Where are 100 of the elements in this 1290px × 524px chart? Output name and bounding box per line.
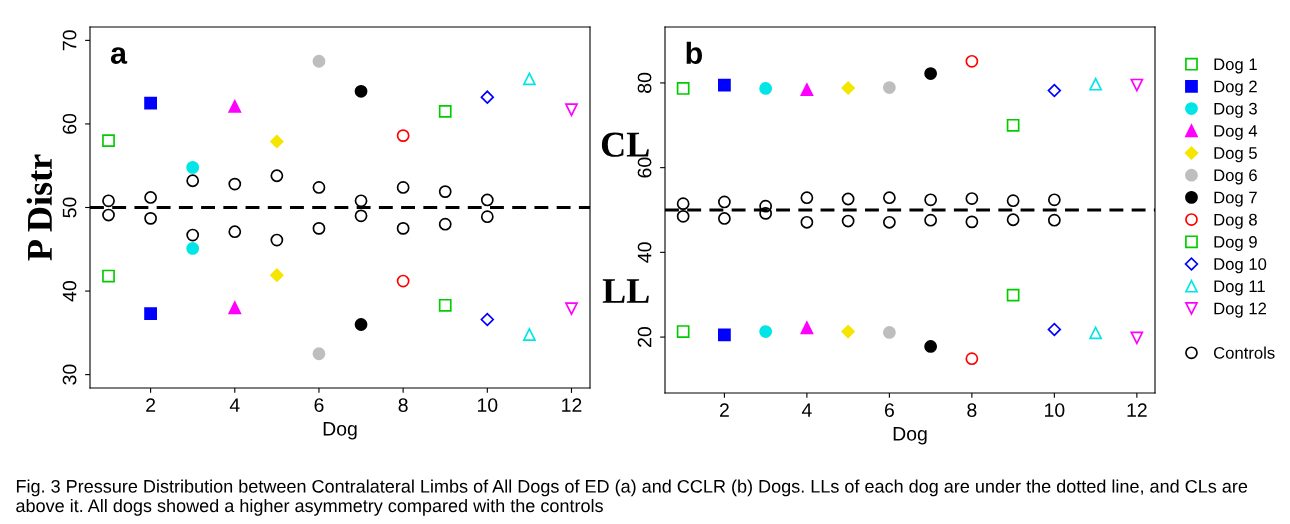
y-tick-label: 20 [637, 327, 652, 347]
point [396, 274, 410, 288]
point [841, 192, 855, 206]
point [565, 103, 578, 117]
point [312, 54, 326, 68]
point [1006, 213, 1020, 227]
point [1130, 331, 1144, 345]
point [523, 328, 536, 341]
x-tick-label: 6 [314, 398, 324, 412]
point [228, 301, 242, 315]
chart-title: a [110, 47, 128, 64]
legend-label: Dog 10 [1214, 258, 1267, 274]
point [270, 233, 284, 247]
x-tick-label: 12 [562, 398, 582, 412]
point [759, 199, 773, 213]
y-tick-label: 30 [62, 364, 77, 385]
point [1047, 213, 1061, 227]
point [759, 82, 773, 95]
legend-label: Dog 9 [1214, 235, 1257, 252]
point [882, 81, 896, 94]
point [1130, 78, 1144, 92]
point [228, 99, 242, 113]
point [924, 67, 938, 80]
point [1089, 77, 1102, 91]
point [186, 174, 200, 188]
legend-label: Dog 3 [1214, 102, 1257, 118]
point [718, 195, 731, 209]
point [1006, 288, 1020, 302]
x-tick-label: 12 [1127, 403, 1147, 417]
point [144, 96, 157, 110]
chart-title: b [686, 41, 703, 65]
point [924, 213, 938, 227]
point [480, 90, 495, 104]
point [1006, 118, 1020, 132]
legend-label: Dog 2 [1214, 80, 1257, 96]
point [800, 83, 814, 97]
x-tick-label: 10 [1045, 403, 1065, 417]
point [396, 129, 410, 143]
point [396, 222, 410, 235]
legend-label: Dog 5 [1214, 147, 1257, 163]
point [718, 212, 731, 225]
point [1047, 322, 1062, 337]
point [841, 214, 855, 228]
point [186, 228, 200, 242]
point [438, 217, 452, 231]
y-tick-label: 40 [637, 242, 652, 263]
point [102, 269, 115, 283]
point [841, 81, 855, 95]
point [186, 242, 200, 255]
point [841, 324, 855, 339]
point [144, 307, 157, 321]
point [882, 326, 896, 339]
point [312, 181, 326, 194]
y-tick-label: 60 [62, 113, 77, 134]
point [480, 210, 494, 224]
y-tick-label: 40 [62, 281, 77, 302]
point [924, 193, 938, 207]
legend-label: Dog 4 [1214, 125, 1258, 141]
point [144, 191, 157, 204]
point [718, 328, 731, 342]
point [965, 215, 979, 229]
y-axis-title: P Distr [26, 154, 53, 261]
text: LL [602, 279, 649, 303]
point [1047, 83, 1062, 98]
point [523, 72, 536, 86]
point [565, 302, 578, 316]
point [800, 191, 814, 205]
x-tick-label: 4 [229, 398, 240, 412]
point [102, 134, 115, 148]
text: CL [601, 132, 649, 157]
legend-label: Dog 8 [1214, 213, 1257, 229]
point [800, 215, 814, 229]
point [270, 169, 284, 183]
x-tick-label: 2 [719, 403, 729, 417]
point [312, 347, 326, 361]
point [759, 206, 773, 220]
point [965, 54, 979, 68]
point [676, 209, 690, 223]
point [800, 321, 814, 335]
point [354, 194, 368, 208]
point [312, 222, 326, 235]
point [759, 325, 773, 338]
legend-label: Controls [1213, 346, 1275, 359]
point [354, 84, 368, 98]
point [480, 312, 495, 327]
point [882, 191, 896, 205]
point [882, 215, 896, 229]
point [102, 194, 115, 208]
point [354, 209, 368, 223]
point [270, 134, 284, 149]
x-tick-label: 2 [146, 398, 156, 412]
point [676, 197, 690, 211]
point [144, 211, 157, 225]
point [965, 352, 979, 366]
x-tick-label: 8 [398, 398, 408, 412]
point [676, 325, 690, 338]
point [438, 105, 452, 118]
legend-label: Dog 1 [1214, 58, 1257, 74]
legend-label: Dog 11 [1214, 280, 1265, 296]
y-tick-label: 70 [62, 30, 77, 51]
